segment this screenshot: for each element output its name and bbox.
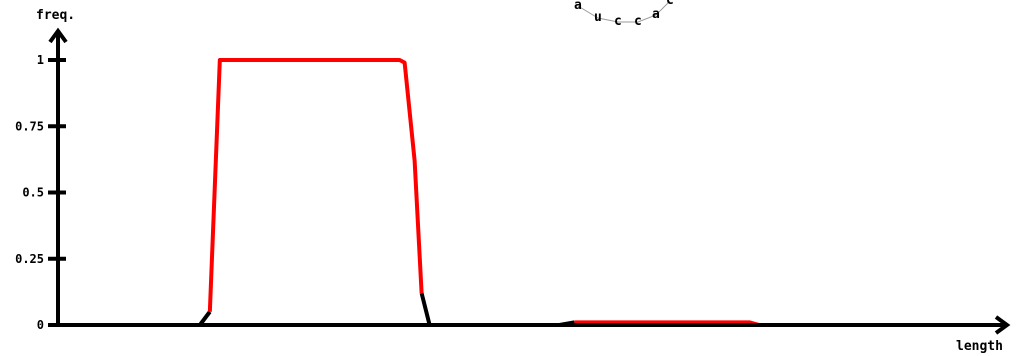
y-axis-arrowhead: [48, 27, 68, 44]
y-tick-label: 1: [37, 53, 44, 67]
sequence-letter: c: [614, 14, 622, 29]
sequence-letter: a: [652, 7, 660, 22]
y-tick-label: 0.25: [15, 252, 44, 266]
series-segment-3: [419, 292, 575, 327]
tick-layer: 0 0.25 0.5 0.75 1: [15, 53, 66, 332]
series-segment-1: [198, 310, 212, 327]
sequence-label: au c c ac: [574, 0, 674, 29]
sequence-backbone: [577, 0, 671, 23]
y-tick-label: 0: [37, 318, 44, 332]
y-tick-label: 0.75: [15, 119, 44, 133]
sequence-letter: c: [634, 14, 642, 29]
series-layer: [60, 58, 994, 327]
sequence-letter: a: [574, 0, 582, 13]
sequence-letter: u: [594, 10, 602, 25]
y-axis-label: freq.: [36, 8, 75, 23]
y-tick-label: 0.5: [22, 186, 44, 200]
axis-layer: [48, 27, 1011, 335]
x-axis-arrowhead: [994, 315, 1011, 335]
x-axis-label: length: [956, 339, 1003, 354]
series-segment-2: [207, 58, 424, 312]
sequence-letter: c: [666, 0, 674, 8]
